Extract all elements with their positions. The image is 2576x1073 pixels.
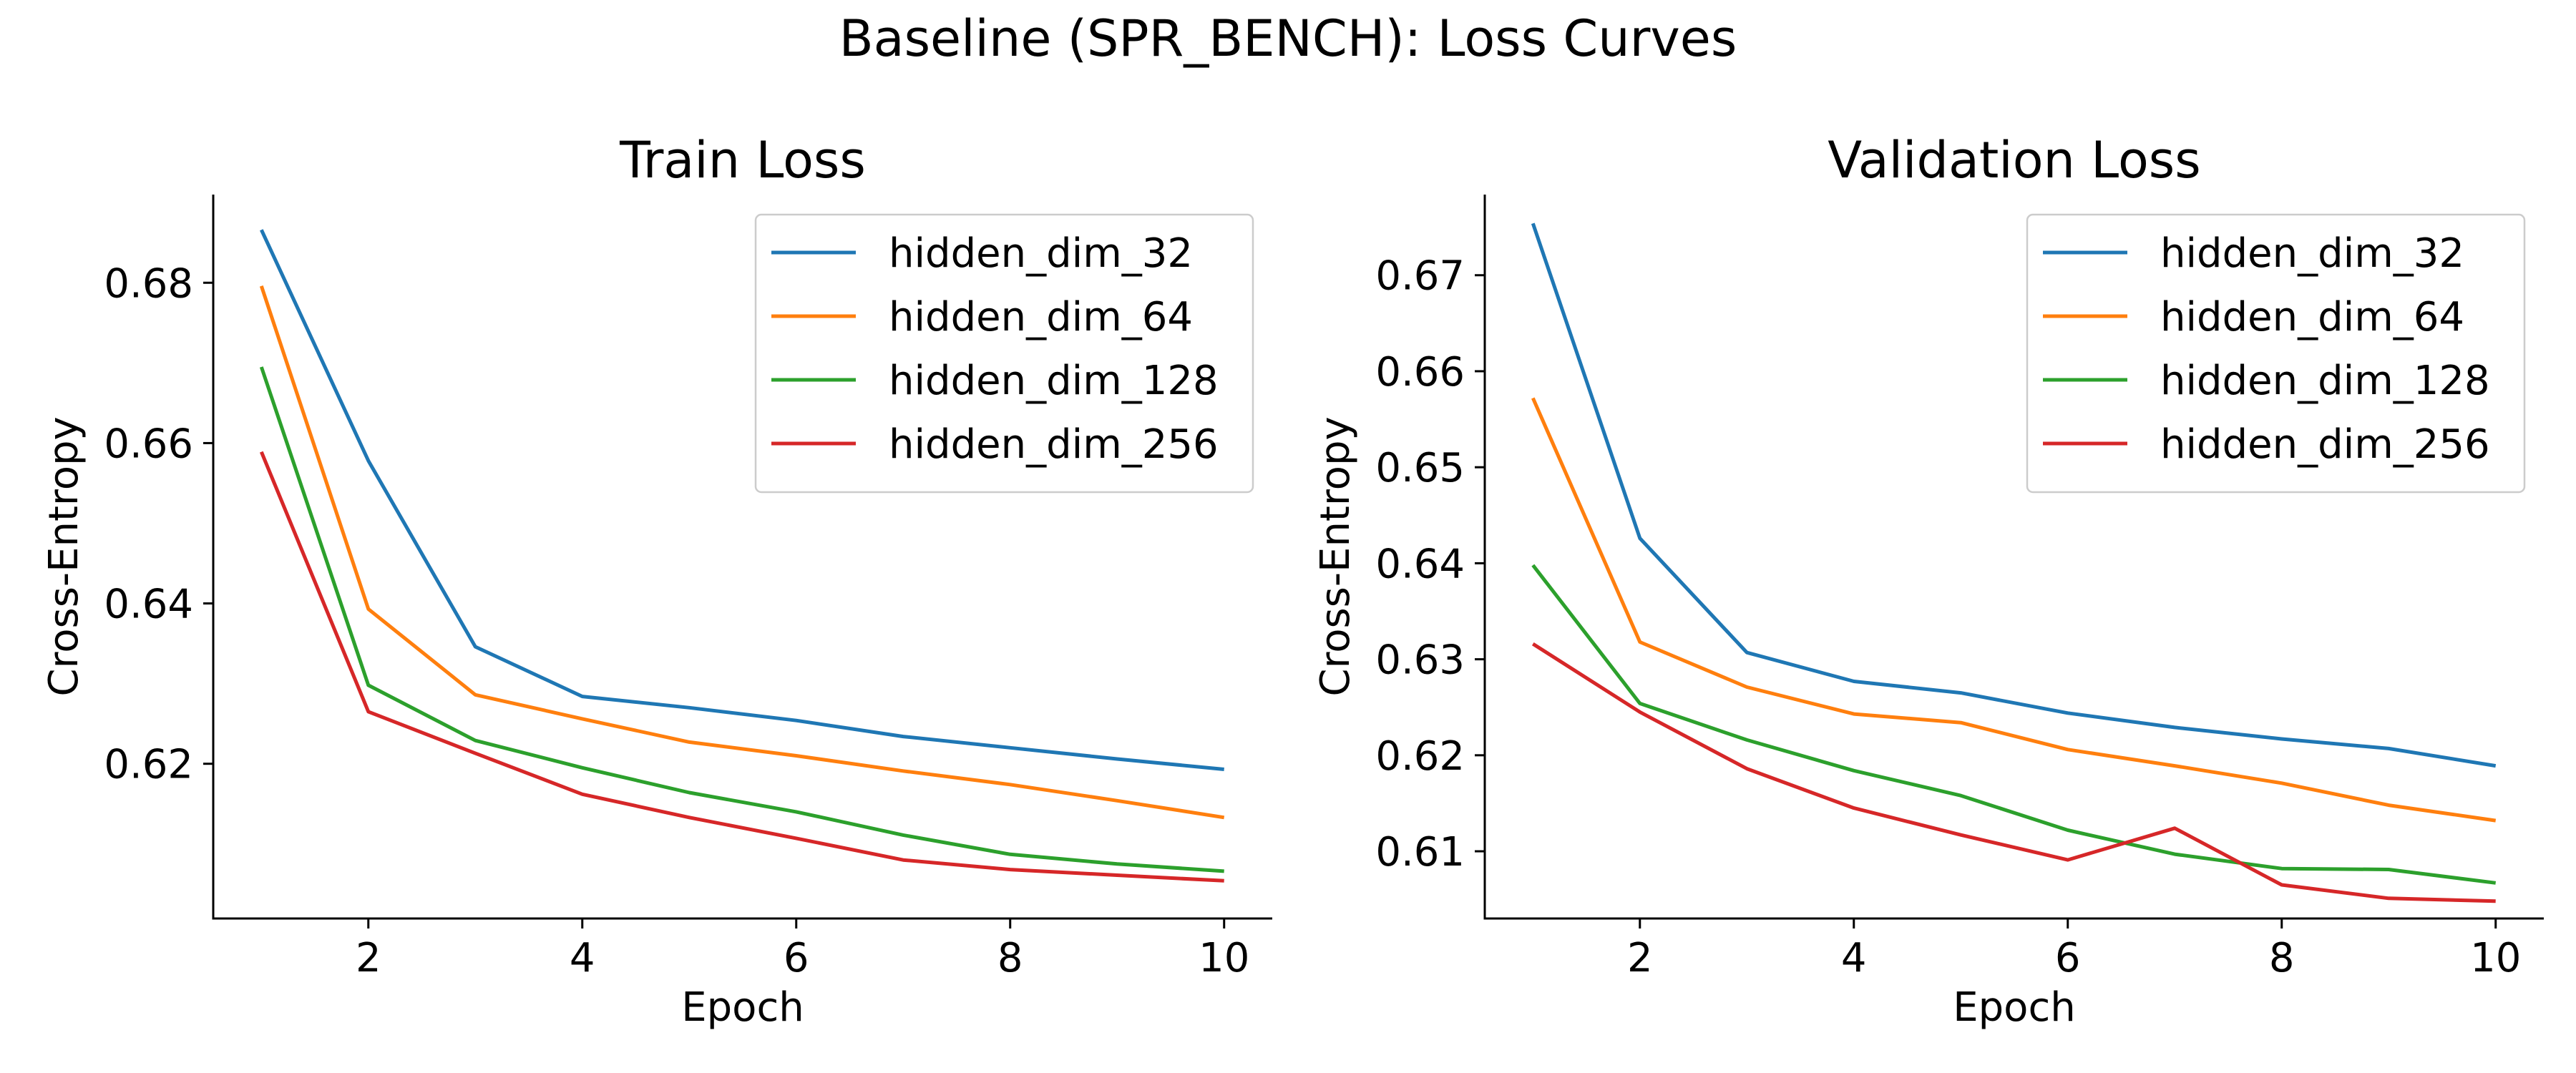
train-series-line-hidden-dim-64 bbox=[259, 285, 1225, 820]
validation-legend-frame bbox=[2026, 213, 2526, 494]
train-y-tick-label: 0.66 bbox=[104, 421, 193, 467]
train-x-tick-label: 2 bbox=[356, 935, 381, 981]
train-x-tick-label: 6 bbox=[784, 935, 809, 981]
validation-y-tick-label: 0.67 bbox=[1375, 253, 1465, 300]
validation-x-tick-label: 4 bbox=[1841, 935, 1867, 981]
validation-legend: hidden_dim_32 hidden_dim_64 hidden_dim_128… bbox=[2026, 213, 2526, 494]
validation-y-tick-label: 0.61 bbox=[1375, 829, 1465, 876]
validation-x-tick-label: 8 bbox=[2269, 935, 2295, 981]
train-legend-label: hidden_dim_64 bbox=[889, 294, 1193, 340]
train-y-tick-label: 0.64 bbox=[104, 582, 193, 628]
train-series-line-hidden-dim-256 bbox=[259, 451, 1224, 883]
validation-x-tick-label: 6 bbox=[2055, 935, 2081, 981]
train-loss-plot: 2 4 6 8 10 0.62 0.64 0.66 0.68 Train Loss Epoch Cro… bbox=[41, 131, 1272, 1031]
train-y-tick-label: 0.62 bbox=[104, 742, 193, 788]
validation-y-tick-label: 0.64 bbox=[1375, 541, 1465, 587]
train-legend-label: hidden_dim_256 bbox=[889, 421, 1219, 468]
validation-legend-label: hidden_dim_128 bbox=[2160, 358, 2490, 404]
train-x-tick-label: 8 bbox=[997, 935, 1023, 981]
train-series-line-hidden-dim-32 bbox=[260, 229, 1224, 771]
train-x-axis-label: Epoch bbox=[681, 984, 804, 1031]
train-x-tick-label: 4 bbox=[570, 935, 595, 981]
train-x-tick-label: 10 bbox=[1199, 935, 1249, 981]
train-legend-label: hidden_dim_32 bbox=[889, 230, 1193, 277]
validation-series-line-hidden-dim-128 bbox=[1531, 564, 2497, 885]
validation-x-axis-label: Epoch bbox=[1953, 984, 2075, 1031]
validation-y-tick-label: 0.62 bbox=[1375, 733, 1465, 780]
validation-y-tick-label: 0.65 bbox=[1375, 445, 1465, 491]
figure-suptitle: Baseline (SPR_BENCH): Loss Curves bbox=[839, 9, 1737, 68]
validation-y-tick-label: 0.66 bbox=[1375, 349, 1465, 396]
train-plot-title: Train Loss bbox=[619, 131, 866, 190]
train-series-line-hidden-dim-128 bbox=[259, 366, 1224, 873]
validation-series-line-hidden-dim-256 bbox=[1531, 642, 2496, 903]
train-y-tick-label: 0.68 bbox=[104, 260, 193, 307]
validation-legend-label: hidden_dim_64 bbox=[2160, 294, 2464, 340]
validation-y-axis-label: Cross-Entropy bbox=[1312, 416, 1359, 696]
validation-y-tick-label: 0.63 bbox=[1375, 637, 1465, 684]
validation-series-line-hidden-dim-32 bbox=[1531, 222, 2497, 768]
validation-plot-title: Validation Loss bbox=[1828, 131, 2200, 190]
validation-loss-plot: 2 4 6 8 10 0.61 0.62 0.63 0.64 0.65 0.66 0.67 Valida… bbox=[1312, 131, 2544, 1031]
train-legend-frame bbox=[754, 213, 1254, 494]
train-legend: hidden_dim_32 hidden_dim_64 hidden_dim_128… bbox=[754, 213, 1254, 494]
validation-series-line-hidden-dim-64 bbox=[1531, 397, 2497, 823]
validation-legend-label: hidden_dim_32 bbox=[2160, 230, 2464, 277]
validation-x-tick-label: 10 bbox=[2470, 935, 2521, 981]
validation-x-tick-label: 2 bbox=[1627, 935, 1653, 981]
train-legend-label: hidden_dim_128 bbox=[889, 358, 1219, 404]
train-y-axis-label: Cross-Entropy bbox=[41, 416, 87, 696]
validation-legend-label: hidden_dim_256 bbox=[2160, 421, 2490, 468]
